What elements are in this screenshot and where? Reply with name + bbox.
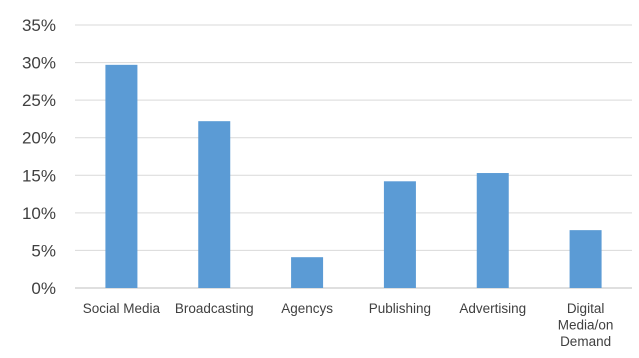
bar <box>198 121 231 288</box>
y-tick-label: 15% <box>22 166 56 185</box>
y-axis-tick-labels: 0% 5% 10% 15% 20% 25% 30% 35% <box>22 16 56 298</box>
y-tick-label: 5% <box>31 241 56 260</box>
x-tick-label: Advertising <box>459 301 526 316</box>
bar <box>569 230 602 288</box>
y-tick-label: 35% <box>22 16 56 35</box>
x-tick-label: Publishing <box>369 301 431 316</box>
x-tick-label: Agencys <box>281 301 333 316</box>
bar <box>383 181 416 288</box>
bar <box>291 257 324 288</box>
y-tick-label: 20% <box>22 129 56 148</box>
x-tick-label: Digital Media/on Demand <box>558 301 614 349</box>
bar <box>476 173 509 288</box>
y-tick-label: 30% <box>22 54 56 73</box>
y-tick-label: 10% <box>22 204 56 223</box>
y-tick-label: 25% <box>22 91 56 110</box>
x-tick-label: Broadcasting <box>175 301 254 316</box>
bar <box>105 64 138 288</box>
x-tick-label: Social Media <box>83 301 161 316</box>
gridlines <box>75 24 632 289</box>
bars <box>105 64 602 288</box>
x-axis-tick-labels: Social Media Broadcasting Agencys Publishin… <box>83 301 614 349</box>
y-tick-label: 0% <box>31 279 56 298</box>
